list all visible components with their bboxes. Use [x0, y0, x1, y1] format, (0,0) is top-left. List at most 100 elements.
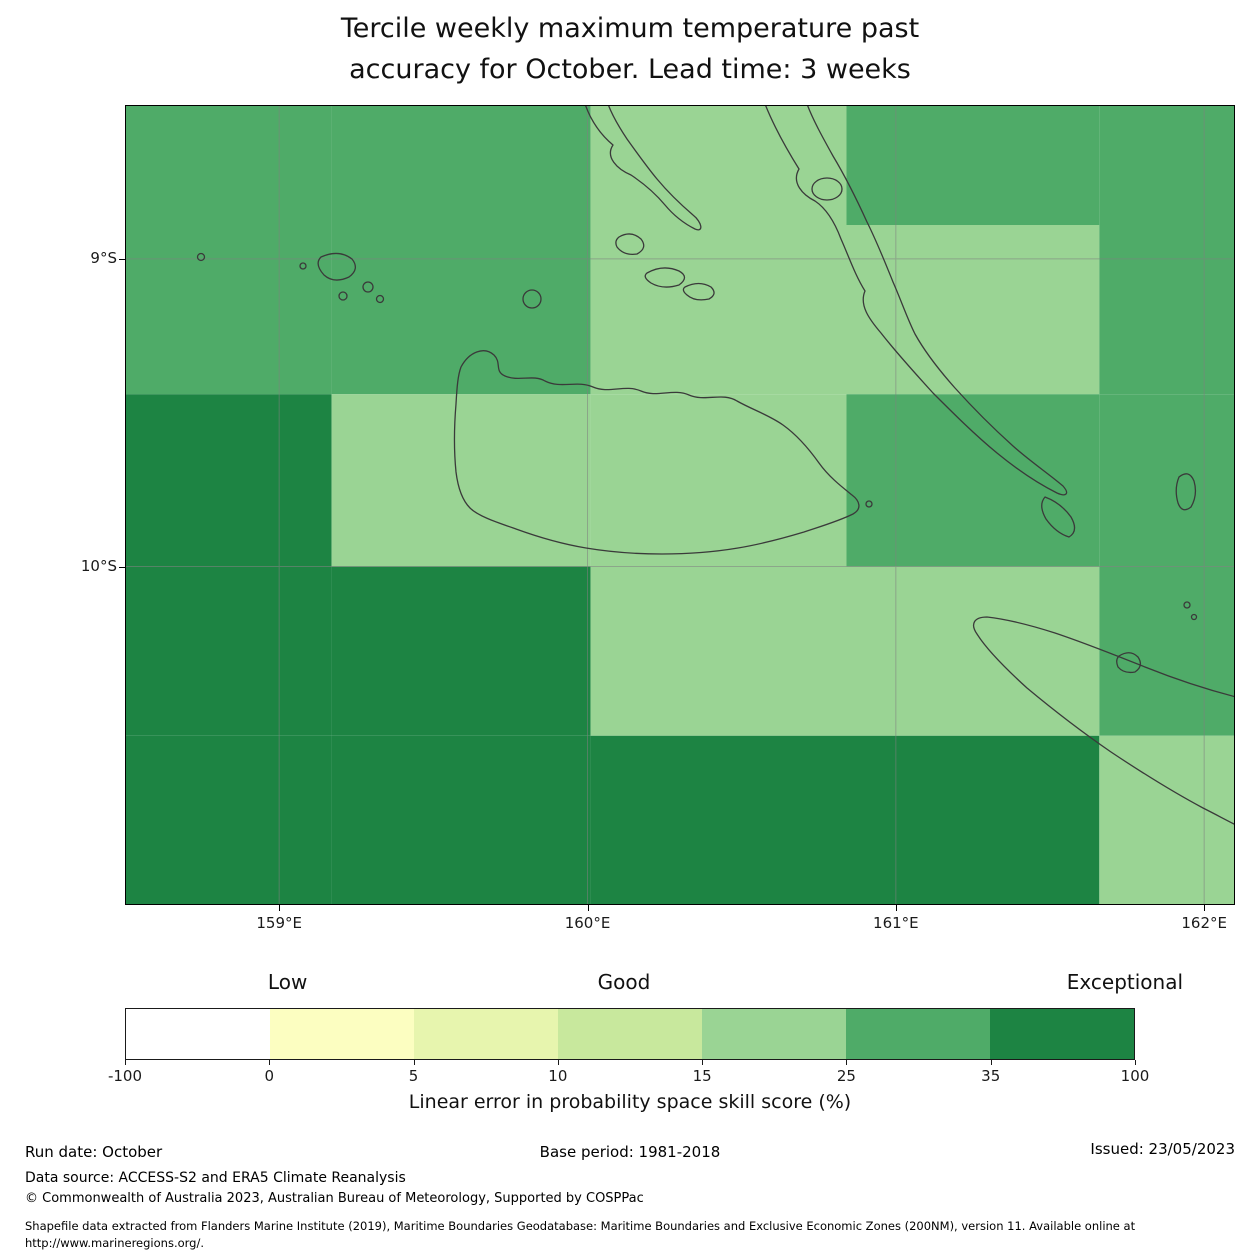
colorbar-axis-label: Linear error in probability space skill …	[408, 1091, 852, 1113]
coastline-ulawa	[1175, 473, 1197, 511]
colorbar-tick-mark	[125, 1060, 126, 1065]
colorbar-tick-mark	[702, 1060, 704, 1065]
colorbar-tick-label: 15	[692, 1067, 712, 1085]
grid-cell	[1099, 105, 1235, 225]
y-tick-label: 9°S	[90, 248, 117, 267]
coastline-islet	[865, 500, 873, 508]
grid-cell	[125, 225, 332, 395]
grid-cell	[1099, 566, 1235, 736]
colorbar-tick-mark	[990, 1060, 992, 1065]
colorbar-category-label: Low	[267, 970, 308, 994]
y-tick-mark	[119, 566, 125, 568]
grid-cell	[331, 735, 591, 905]
base-period-text: Base period: 1981-2018	[539, 1143, 721, 1161]
grid-cell	[590, 735, 847, 905]
coastline-islet	[338, 291, 348, 301]
chart-title: Tercile weekly maximum temperature past …	[0, 8, 1260, 90]
skill-grid-cells	[125, 105, 1235, 905]
colorbar-tick-label: 5	[408, 1067, 419, 1085]
colorbar-tick-label: 0	[264, 1067, 275, 1085]
colorbar-tick-label: 25	[836, 1067, 856, 1085]
run-date-text: Run date: October	[25, 1143, 163, 1161]
grid-cell	[125, 105, 332, 225]
coastline-islet	[1190, 613, 1198, 621]
coastline-islet	[375, 294, 385, 304]
colorbar-segment	[270, 1009, 414, 1059]
colorbar-tick-label: 35	[981, 1067, 1001, 1085]
coastline-south-malaita	[1041, 496, 1076, 538]
grid-cell	[846, 105, 1100, 225]
colorbar-category-label: Good	[597, 970, 651, 994]
coastline-islet	[299, 262, 307, 270]
grid-cell	[125, 735, 332, 905]
chart-title-line2: accuracy for October. Lead time: 3 weeks	[349, 54, 911, 86]
map-frame	[125, 105, 1235, 905]
colorbar-tick-mark	[1135, 1060, 1136, 1065]
coastlines	[196, 105, 1235, 826]
grid-cell	[331, 225, 591, 395]
shapefile-note-line2: http://www.marineregions.org/.	[25, 1235, 204, 1250]
coastline-uki-ni-masi	[1116, 652, 1142, 674]
coastline-santa-isabel	[584, 105, 702, 231]
coastline-savo-island	[522, 289, 542, 309]
x-tick-label: 159°E	[256, 914, 302, 932]
x-tick-mark	[587, 905, 589, 911]
grid-cell	[590, 225, 847, 395]
colorbar-tick-mark	[269, 1060, 271, 1065]
grid-cell	[331, 566, 591, 736]
coastline-makira	[973, 616, 1235, 826]
colorbar-segment	[558, 1009, 702, 1059]
colorbar	[125, 1008, 1135, 1060]
coastline-lagoon	[811, 177, 843, 201]
y-tick-mark	[119, 258, 125, 260]
colorbar-category-label: Exceptional	[1066, 970, 1184, 994]
colorbar-tick-label: 100	[1120, 1067, 1150, 1085]
grid-cell	[846, 394, 1100, 567]
coastline-islet	[196, 252, 206, 262]
x-tick-label: 160°E	[564, 914, 611, 932]
grid-cell	[590, 394, 847, 567]
shapefile-note-line1: Shapefile data extracted from Flanders M…	[25, 1219, 1136, 1233]
grid-cell	[125, 566, 332, 736]
colorbar-segment	[414, 1009, 558, 1059]
map-plot	[125, 105, 1235, 905]
y-tick-label: 10°S	[80, 556, 117, 575]
x-tick-mark	[1204, 905, 1206, 911]
grid-cell	[1099, 225, 1235, 395]
issued-date-text: Issued: 23/05/2023	[1090, 1140, 1235, 1158]
colorbar-segment	[702, 1009, 846, 1059]
shapefile-note: Shapefile data extracted from Flanders M…	[25, 1218, 1240, 1251]
colorbar-tick-label: -100	[107, 1067, 143, 1085]
x-tick-label: 162°E	[1181, 914, 1227, 932]
coastline-malaita	[764, 105, 1068, 496]
grid-cell	[590, 105, 847, 225]
colorbar-segment	[126, 1009, 270, 1059]
colorbar-segment	[990, 1009, 1134, 1059]
x-tick-label: 161°E	[873, 914, 919, 932]
grid-cell	[125, 394, 332, 567]
map-canvas	[125, 105, 1235, 905]
grid-cell	[331, 105, 591, 225]
coastline-islet	[362, 281, 374, 293]
x-tick-mark	[895, 905, 897, 911]
grid-cell	[846, 225, 1100, 395]
grid-cell	[846, 735, 1100, 905]
chart-title-line1: Tercile weekly maximum temperature past	[340, 13, 920, 44]
copyright-text: © Commonwealth of Australia 2023, Austra…	[25, 1191, 644, 1206]
coastline-san-jorge-island	[615, 233, 645, 255]
grid-cell	[331, 394, 591, 567]
data-source-text: Data source: ACCESS-S2 and ERA5 Climate …	[25, 1170, 406, 1186]
colorbar-tick-mark	[557, 1060, 559, 1065]
grid-cell	[1099, 735, 1235, 905]
grid-cell	[590, 566, 847, 736]
colorbar-segment	[846, 1009, 990, 1059]
coastline-florida-islands	[644, 267, 715, 301]
grid-cell	[1099, 394, 1235, 567]
colorbar-tick-mark	[413, 1060, 415, 1065]
coastline-islet	[1183, 601, 1191, 609]
grid-cell	[846, 566, 1100, 736]
coastline-russell-islands	[317, 252, 356, 281]
x-tick-mark	[279, 905, 281, 911]
colorbar-tick-label: 10	[548, 1067, 568, 1085]
